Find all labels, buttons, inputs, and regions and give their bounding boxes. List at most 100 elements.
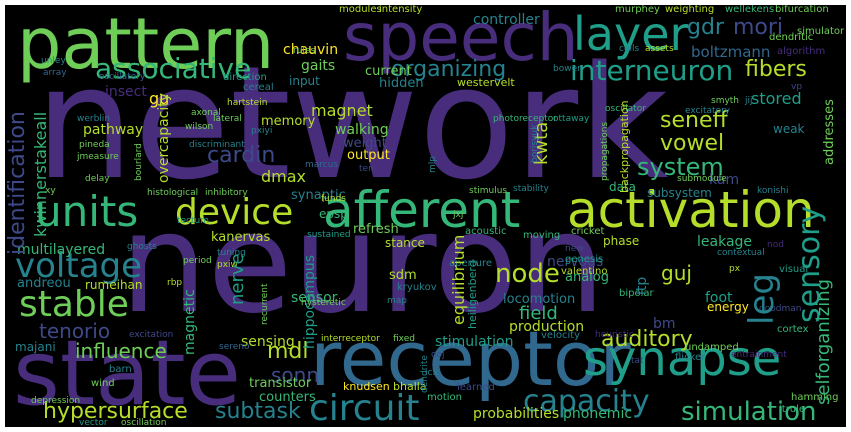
word-itrule: itrule [779,404,806,415]
word-hartstein: hartstein [227,98,268,108]
word-ten: ten [359,164,374,174]
word-energy: energy [707,300,749,314]
word-visual: visual [779,264,809,275]
word-weighting: weighting [665,5,715,15]
word-barn: barn [109,364,132,375]
word-ooj: ooj [431,350,445,360]
word-subtask: subtask [215,399,301,424]
word-stability: stability [513,184,549,194]
word-device: device [175,192,294,233]
word-kryukov: kryukov [397,282,437,293]
word-inhibitory: inhibitory [205,188,248,198]
word-pineda: pineda [79,140,110,150]
word-nod: nod [767,240,784,250]
word-pxiyi: pxiyi [251,126,273,136]
word-modules: modules [339,5,382,15]
word-genesis: genesis [565,254,604,265]
word-heiligenberg: heiligenberg [466,260,479,329]
word-intensity: intensity [379,5,423,15]
word-ghosts: ghosts [127,242,157,252]
word-input: input [289,74,320,88]
word-boltzmann: boltzmann [691,43,771,61]
word-receptor: receptor [310,314,631,403]
word-locomotion: locomotion [503,292,576,307]
word-tuning: tuning [217,248,246,258]
word-synapse: synapse [583,331,782,387]
word-simulator: simulator [797,26,845,37]
word-activation: activation [567,181,815,239]
word-knudsen: knudsen [343,380,390,393]
word-nerve: nerve [227,253,248,305]
word-learned: learned [457,382,495,393]
word-memory: memory [261,114,316,129]
word-kwinnerstakeall: kwinnerstakeall [31,111,50,237]
word-excitatory: excitatory [685,106,731,116]
word-new: new [565,244,584,254]
word-addresses: addresses [822,99,837,165]
word-state: state [13,321,241,426]
word-stimulation: stimulation [435,334,514,350]
word-influence: influence [75,339,167,363]
word-array: array [43,68,67,78]
word-murphey: murphey [615,5,660,15]
word-vowel: vowel [660,131,725,156]
word-histological: histological [147,188,199,198]
word-vector: vector [79,418,108,428]
word-rules: rules [293,46,316,56]
word-konishi: konishi [757,186,789,196]
word-bm: bm [653,316,676,332]
word-depression: depression [31,396,81,406]
word-tectum: tectum [177,216,210,226]
word-guj: guj [661,261,692,285]
word-organizing: organizing [391,57,507,82]
word-ltp: ltp [634,276,650,295]
word-bower: bower [553,64,581,74]
word-oscillation: oscillation [121,418,167,428]
word-bipolar: bipolar [619,288,654,299]
word-sonn: sonn [271,363,320,387]
word-bifurcation: bifurcation [775,5,829,15]
word-layer: layer [573,7,689,61]
word-ottaway: ottaway [553,114,590,124]
word-bhalla: bhalla [393,380,427,393]
word-stable: stable [19,284,129,325]
word-cells: cells [619,44,640,54]
word-cortex: cortex [777,324,809,335]
word-tat: tat [631,356,644,366]
word-wellekens: wellekens [725,5,775,15]
word-map: map [387,296,407,306]
word-valentino: valentino [561,266,608,277]
word-undamped: undamped [685,342,739,353]
word-hidden: hidden [379,76,424,91]
word-direction: direction [223,72,267,83]
word-jmeasure: jmeasure [77,152,119,162]
word-insect: insect [105,84,147,100]
word-speech: speech [343,5,579,76]
word-sensing: sensing [241,334,295,350]
word-cereal: cereal [243,82,274,93]
word-field: field [519,303,558,324]
word-pathway: pathway [83,122,144,138]
word-gaits: gaits [301,58,336,74]
word-velocity: velocity [541,330,581,341]
word-controller: controller [473,12,540,28]
word-cloud: network neuron pattern speech state rece… [5,5,846,427]
word-werblin: werblin [77,114,111,124]
word-neuron: neuron [120,183,606,344]
word-interneuron: interneuron [570,54,734,87]
word-identification: identification [5,111,30,255]
word-simulation: simulation [681,397,817,427]
word-majani: majani [15,340,56,354]
word-leg: leg [742,273,782,325]
word-oscillatory: oscillatory [99,72,146,82]
word-transistor: transistor [249,376,312,391]
word-cardin: cardin [207,143,276,168]
word-sustained: sustained [307,230,351,240]
word-leakage: leakage [697,234,753,250]
word-westervelt: westervelt [457,76,515,89]
word-goodman: goodman [759,304,802,314]
word-acoustic: acoustic [465,226,507,237]
word-hamming: hamming [791,392,839,403]
word-fixed: fixed [393,334,415,344]
word-network: network [35,32,669,214]
